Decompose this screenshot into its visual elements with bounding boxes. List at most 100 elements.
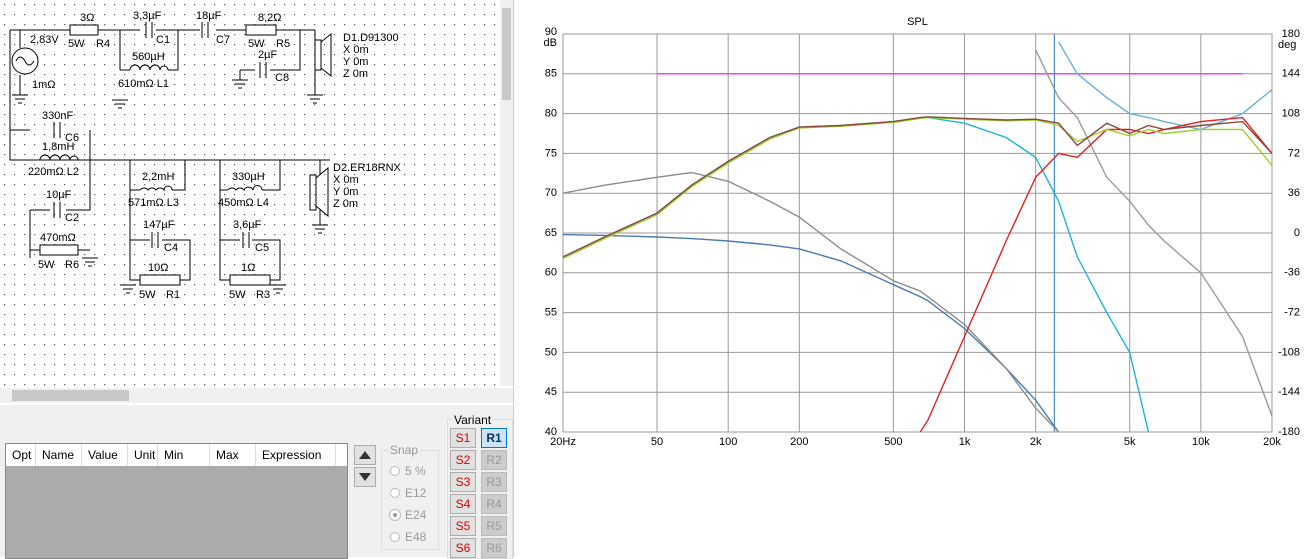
spl-chart: SPL dB deg 40 45 50 55 60 65 70 75 80 85 90 -180 -144 -1… (544, 16, 1300, 448)
snap-group: Snap 5 % E12 E24 E48 (381, 443, 439, 550)
component-label: C6 (65, 132, 79, 144)
y-tick-label: 50 (545, 346, 557, 358)
component-label: Z 0m (343, 68, 368, 80)
column-header[interactable]: Expression (256, 444, 336, 466)
component-label: C8 (275, 72, 289, 84)
series-line (1035, 49, 1272, 417)
x-tick-label: 1k (959, 436, 971, 448)
snap-option[interactable]: E24 (382, 504, 438, 526)
component-label: R5 (276, 38, 290, 50)
x-tick-label: 200 (790, 436, 808, 448)
move-up-button[interactable] (354, 445, 376, 465)
variant-r-button[interactable]: R6 (481, 538, 507, 558)
vertical-scrollbar[interactable] (500, 0, 513, 386)
table-header: Opt Name Value Unit Min Max Expression (6, 444, 347, 466)
y2-tick-label: -180 (1278, 426, 1300, 438)
column-header[interactable]: Unit (128, 444, 158, 466)
component-label: 2µF (258, 49, 277, 61)
variant-r-button[interactable]: R4 (481, 494, 507, 514)
y2-tick-label: 72 (1288, 147, 1300, 159)
y2-tick-label: 180 (1282, 28, 1300, 40)
x-tick-label: 2k (1030, 436, 1042, 448)
x-tick-label: 50 (651, 436, 663, 448)
component-label: 2,2mH (142, 171, 174, 183)
y-tick-label: 90 (545, 26, 557, 38)
series-line (563, 116, 1272, 260)
grid-dots (0, 0, 500, 386)
component-label: C1 (156, 34, 170, 46)
component-label: 147µF (143, 219, 175, 231)
y2-tick-label: -108 (1278, 346, 1300, 358)
component-label: C7 (216, 34, 230, 46)
column-header[interactable]: Min (158, 444, 210, 466)
snap-option-label: E24 (405, 508, 427, 522)
horizontal-scrollbar[interactable] (0, 388, 513, 403)
variant-s-button[interactable]: S1 (450, 428, 476, 448)
snap-option[interactable]: E12 (382, 482, 438, 504)
component-label: 3,6µF (233, 219, 262, 231)
component-label: 18µF (196, 10, 222, 22)
parameter-table[interactable]: Opt Name Value Unit Min Max Expression (5, 443, 348, 559)
x-tick-label: 20Hz (550, 436, 576, 448)
component-label: 610mΩ L1 (118, 78, 169, 90)
x-tick-label: 500 (884, 436, 902, 448)
variant-s-button[interactable]: S5 (450, 516, 476, 536)
component-label: 1mΩ (32, 79, 56, 91)
column-header[interactable]: Max (210, 444, 256, 466)
radio-button[interactable] (390, 466, 400, 476)
component-label: D1.D91300 (343, 32, 399, 44)
component-label: R3 (256, 289, 270, 301)
variant-s-button[interactable]: S3 (450, 472, 476, 492)
series-line (563, 233, 1060, 432)
y-tick-label: 80 (545, 108, 557, 120)
component-label: 1Ω (241, 262, 255, 274)
component-label: R4 (96, 38, 110, 50)
radio-button[interactable] (390, 488, 400, 498)
component-label: X 0m (333, 174, 359, 186)
component-label: C4 (164, 242, 178, 254)
variant-s-button[interactable]: S6 (450, 538, 476, 558)
variant-r-button[interactable]: R5 (481, 516, 507, 536)
column-header[interactable]: Opt (6, 444, 36, 466)
component-label: 450mΩ L4 (218, 197, 269, 209)
y-tick-label: 55 (545, 307, 557, 319)
component-label: C5 (255, 242, 269, 254)
y2-tick-label: 0 (1294, 227, 1300, 239)
chart-title: SPL (907, 16, 928, 28)
variant-s-button[interactable]: S4 (450, 494, 476, 514)
radio-button[interactable] (389, 509, 401, 521)
column-header[interactable]: Name (36, 444, 82, 466)
component-label: 5W (248, 38, 265, 50)
y-axis-label: dB (544, 37, 557, 49)
component-label: 5W (38, 259, 55, 271)
series-line (563, 171, 1060, 432)
component-label: 3Ω (80, 12, 94, 24)
variant-r-button[interactable]: R1 (481, 428, 507, 448)
variant-r-button[interactable]: R2 (481, 450, 507, 470)
series-line (563, 116, 1272, 258)
snap-option[interactable]: 5 % (382, 460, 438, 482)
scroll-thumb[interactable] (12, 390, 129, 401)
x-tick-label: 20k (1263, 436, 1281, 448)
radio-button[interactable] (390, 532, 400, 542)
schematic[interactable]: 3Ω 3,3µF 18µF 8,2Ω 2,83V 5W R4 C1 C7 5W … (0, 0, 500, 386)
component-label: 5W (139, 289, 156, 301)
component-label: 560µH (132, 51, 165, 63)
y-tick-label: 85 (545, 68, 557, 80)
snap-option[interactable]: E48 (382, 526, 438, 548)
x-tick-label: 10k (1192, 436, 1210, 448)
y-tick-label: 75 (545, 147, 557, 159)
scroll-thumb[interactable] (502, 8, 511, 100)
y2-axis-label: deg (1278, 39, 1296, 51)
x-tick-label: 5k (1124, 436, 1136, 448)
splitter[interactable] (513, 0, 514, 557)
move-down-button[interactable] (354, 467, 376, 487)
component-label: 3,3µF (133, 10, 162, 22)
component-label: R1 (166, 289, 180, 301)
component-label: 10Ω (148, 262, 168, 274)
variant-s-button[interactable]: S2 (450, 450, 476, 470)
variant-r-button[interactable]: R3 (481, 472, 507, 492)
column-header[interactable]: Value (82, 444, 128, 466)
component-label: C2 (65, 212, 79, 224)
